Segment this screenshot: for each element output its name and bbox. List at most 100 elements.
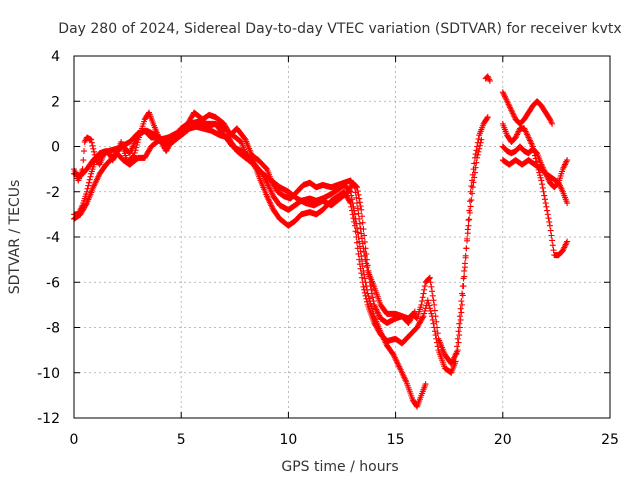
data-point [457, 316, 464, 323]
data-point [549, 237, 556, 244]
data-point [544, 207, 551, 214]
data-point [351, 207, 358, 214]
x-axis-label: GPS time / hours [281, 459, 398, 475]
data-point [361, 275, 368, 282]
data-point [433, 335, 440, 342]
data-point [477, 139, 484, 146]
data-point [429, 316, 436, 323]
data-point [369, 290, 376, 297]
data-point [476, 142, 483, 149]
data-point [564, 200, 571, 207]
data-point [456, 313, 463, 320]
data-point [359, 263, 366, 270]
data-point [352, 215, 359, 222]
data-point [361, 271, 368, 278]
data-point [369, 294, 376, 301]
y-tick-label: 4 [51, 49, 60, 65]
y-tick-label: -12 [37, 411, 60, 427]
data-point [360, 226, 367, 233]
data-point [536, 172, 543, 179]
data-point [354, 184, 361, 191]
data-point [546, 222, 553, 229]
y-tick-label: -10 [37, 366, 60, 382]
data-point [421, 307, 428, 314]
data-point [431, 324, 438, 331]
data-point [88, 136, 95, 143]
data-point [541, 192, 548, 199]
data-point [466, 209, 473, 216]
data-point [426, 275, 433, 282]
data-point [549, 120, 556, 127]
data-point [469, 190, 476, 197]
data-point [357, 248, 364, 255]
series-4 [71, 123, 418, 326]
data-point [470, 179, 477, 186]
series-5 [499, 89, 556, 127]
data-point [360, 283, 367, 290]
data-point [453, 350, 460, 357]
data-point [468, 197, 475, 204]
data-point [354, 229, 361, 236]
data-point [419, 314, 426, 321]
data-point [457, 305, 464, 312]
data-point [454, 347, 461, 354]
data-point [484, 115, 491, 122]
data-point [425, 299, 432, 306]
data-point [356, 199, 363, 206]
y-tick-label: 0 [51, 140, 60, 156]
data-point [540, 188, 547, 195]
data-point [91, 148, 98, 155]
data-point [427, 307, 434, 314]
data-point [350, 203, 357, 210]
data-point [348, 192, 355, 199]
data-point [465, 217, 472, 224]
data-point [429, 292, 436, 299]
data-point [349, 196, 356, 203]
data-points [71, 73, 571, 410]
data-point [547, 227, 554, 234]
data-point [466, 216, 473, 223]
data-point [89, 142, 96, 149]
data-point [366, 273, 373, 280]
data-point [421, 283, 428, 290]
data-point [474, 154, 481, 161]
data-point [469, 184, 476, 191]
data-point [421, 286, 428, 293]
data-point [87, 173, 94, 180]
data-point [539, 181, 546, 188]
data-point [486, 77, 493, 84]
data-point [359, 213, 366, 220]
data-point [545, 215, 552, 222]
data-point [476, 145, 483, 152]
data-point [359, 219, 366, 226]
data-point [428, 283, 435, 290]
data-point [478, 136, 485, 143]
data-point [431, 328, 438, 335]
data-point [364, 298, 371, 305]
data-point [360, 267, 367, 274]
data-point [465, 222, 472, 229]
data-point [359, 258, 366, 265]
data-point [461, 260, 468, 267]
data-point [356, 243, 363, 250]
data-point [353, 194, 360, 201]
data-point [80, 157, 87, 164]
y-tick-label: -2 [46, 185, 60, 201]
data-point [426, 305, 433, 312]
data-point [359, 274, 366, 281]
data-point [459, 301, 466, 308]
data-point [454, 335, 461, 342]
data-point [458, 309, 465, 316]
data-point [83, 188, 90, 195]
y-tick-label: -6 [46, 275, 60, 291]
y-tick-label: 2 [51, 94, 60, 110]
data-point [362, 245, 369, 252]
data-point [542, 200, 549, 207]
data-point [564, 238, 571, 245]
y-tick-label: -4 [46, 230, 60, 246]
data-point [411, 308, 418, 315]
series-7 [499, 143, 571, 191]
data-point [548, 232, 555, 239]
data-point [456, 320, 463, 327]
